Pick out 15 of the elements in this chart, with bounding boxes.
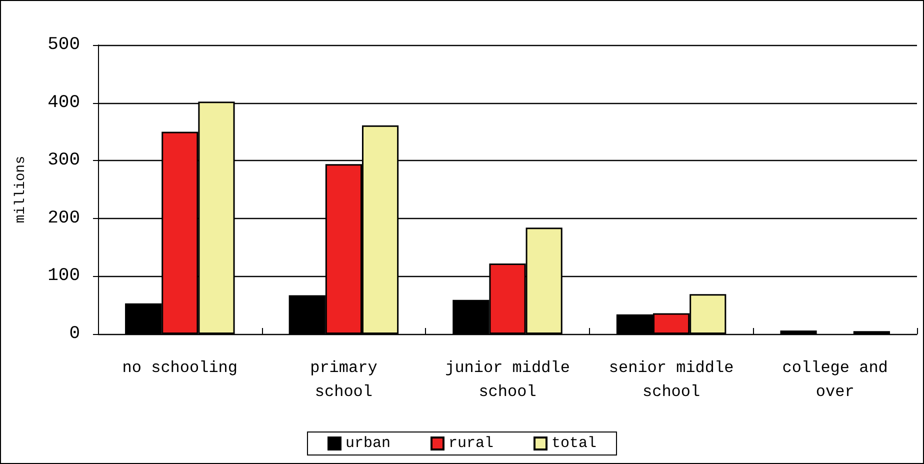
x-tick-label: no schooling (122, 359, 238, 377)
legend-label: urban (345, 435, 391, 452)
x-tick-label: senior middle school (608, 359, 734, 401)
legend-label: rural (448, 435, 494, 452)
y-tick-label: 500 (48, 35, 80, 55)
x-tick-label: junior middle school (445, 359, 570, 401)
legend-label: total (552, 435, 597, 452)
y-tick-label: 0 (69, 324, 80, 344)
x-tick-label: primary school (310, 359, 378, 401)
y-tick-label: 400 (48, 92, 80, 113)
y-tick-label: 200 (48, 208, 80, 228)
y-tick-label: 100 (48, 266, 80, 286)
y-tick-label: 300 (48, 150, 80, 171)
y-axis-title: millions (13, 156, 29, 224)
x-tick-label: college and over (782, 359, 888, 401)
